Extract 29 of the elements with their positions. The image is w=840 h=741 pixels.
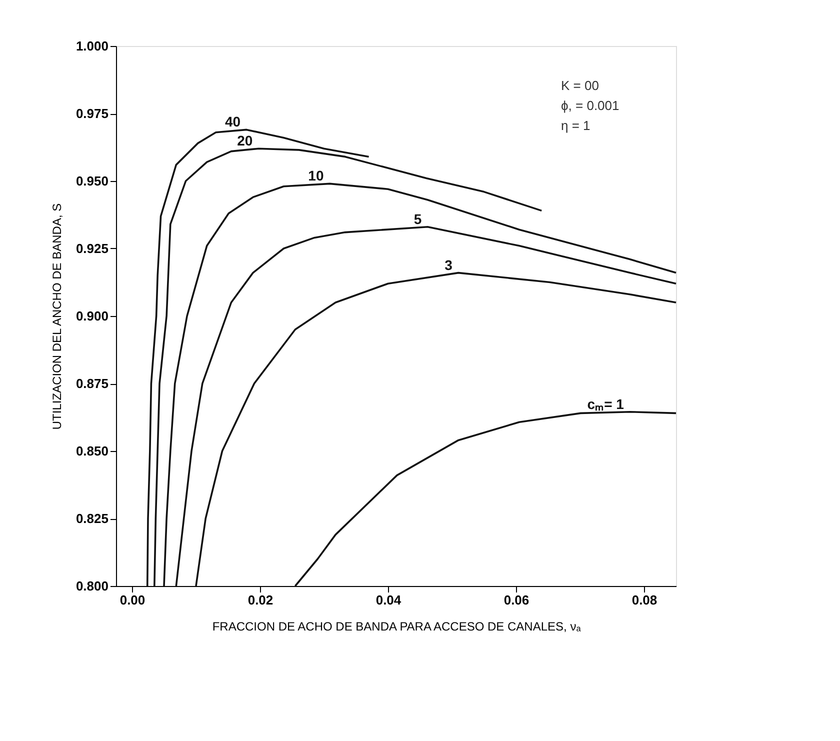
annotation: K = 00 bbox=[561, 78, 599, 93]
series-label: 40 bbox=[224, 114, 241, 130]
x-axis-title: FRACCION DE ACHO DE BANDA PARA ACCESO DE CANALES, νₐ bbox=[212, 620, 582, 634]
y-tick-label: 0.925 bbox=[76, 241, 108, 256]
line-series bbox=[146, 128, 370, 587]
series-label: 3 bbox=[444, 256, 453, 273]
x-tick-label: 0.00 bbox=[120, 592, 146, 608]
y-axis-title: UTILIZACION DEL ANCHO DE BANDA, S bbox=[50, 203, 64, 430]
line-series bbox=[195, 272, 677, 587]
y-tick-label: 0.900 bbox=[76, 308, 108, 324]
y-tick-label: 0.975 bbox=[76, 106, 108, 121]
y-tick-label: 1.000 bbox=[76, 38, 108, 54]
annotation: ϕ, = 0.001 bbox=[561, 98, 620, 113]
line-series bbox=[294, 410, 677, 587]
x-tick-label: 0.08 bbox=[632, 592, 658, 608]
y-tick-label: 0.800 bbox=[76, 578, 108, 594]
series-label: cₘ= 1 bbox=[587, 396, 624, 412]
series-label: 20 bbox=[237, 132, 253, 149]
y-tick-label: 0.850 bbox=[76, 444, 108, 458]
y-tick-label: 0.825 bbox=[76, 511, 108, 526]
y-tick-label: 0.950 bbox=[76, 174, 108, 188]
line-series bbox=[154, 148, 542, 587]
y-tick-label: 0.875 bbox=[76, 376, 108, 391]
x-tick-label: 0.02 bbox=[248, 592, 274, 608]
x-tick-label: 0.04 bbox=[376, 592, 402, 608]
x-tick-label: 0.06 bbox=[504, 592, 530, 608]
annotation: η = 1 bbox=[561, 118, 590, 133]
series-label: 5 bbox=[414, 210, 422, 227]
series-label: 10 bbox=[308, 168, 324, 184]
